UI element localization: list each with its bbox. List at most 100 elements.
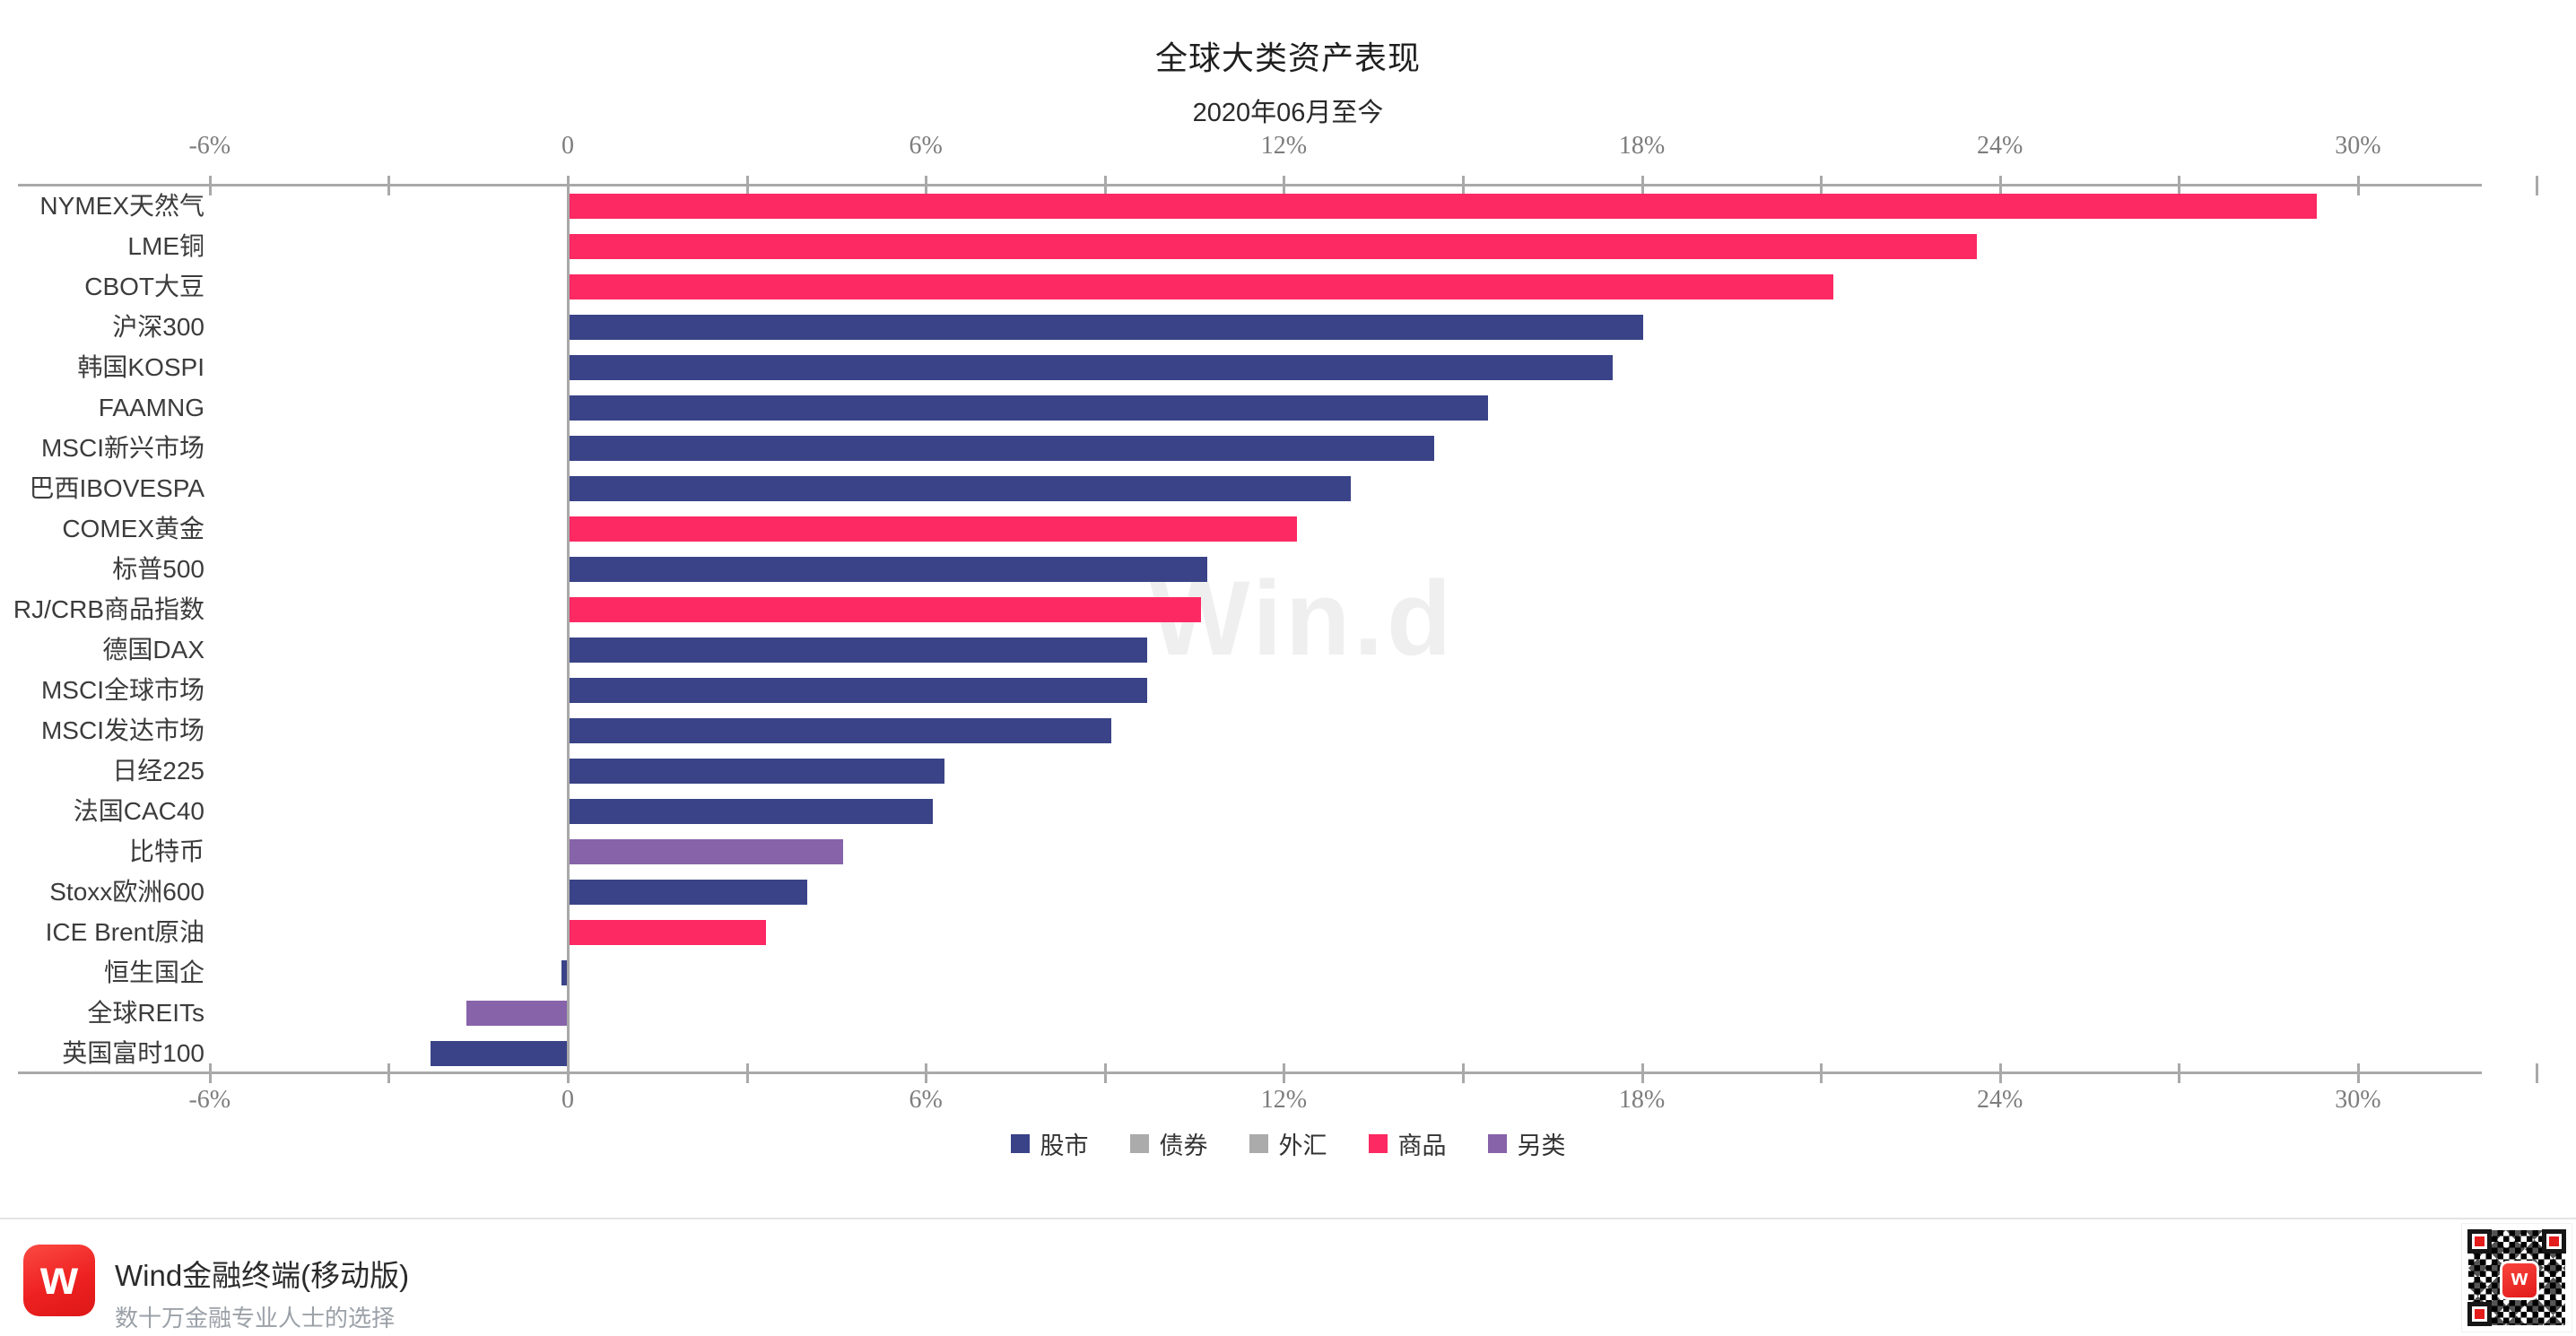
bottom-axis-tick <box>1998 1063 2002 1083</box>
top-axis-tick-label: 30% <box>2335 132 2381 160</box>
wind-logo-letter: w <box>39 1251 78 1305</box>
category-label: 比特币 <box>128 837 205 865</box>
bottom-axis-tick <box>2178 1063 2181 1083</box>
top-axis-tick <box>2356 176 2360 195</box>
category-label: COMEX黄金 <box>62 515 205 542</box>
wind-app-logo: w <box>23 1245 95 1316</box>
bottom-axis-tick <box>1103 1063 1107 1083</box>
bar-14 <box>569 717 1112 743</box>
category-label: 德国DAX <box>102 636 205 664</box>
legend-label: 债券 <box>1159 1132 1208 1159</box>
bottom-axis-line <box>18 1071 2482 1074</box>
top-axis-tick <box>1103 176 1107 195</box>
category-label: 日经225 <box>112 757 205 785</box>
category-label: NYMEX天然气 <box>39 192 205 220</box>
legend-item-商品: 商品 <box>1368 1126 1447 1161</box>
bar-11 <box>569 596 1202 622</box>
legend-swatch <box>1487 1134 1507 1153</box>
bottom-axis-tick <box>925 1063 928 1083</box>
legend-label: 外汇 <box>1278 1132 1327 1159</box>
top-axis-tick-label: 0 <box>561 132 574 160</box>
bottom-axis-tick <box>1640 1063 1644 1083</box>
bar-3 <box>569 273 1834 299</box>
category-label: MSCI新兴市场 <box>40 434 205 462</box>
chart-subtitle: 2020年06月至今 <box>1192 99 1384 127</box>
category-label: RJ/CRB商品指数 <box>13 595 205 623</box>
category-label: FAAMNG <box>98 394 205 421</box>
bar-17 <box>569 838 844 864</box>
category-label: MSCI全球市场 <box>40 676 205 704</box>
category-label: 恒生国企 <box>103 959 205 986</box>
bar-12 <box>569 637 1148 663</box>
bar-5 <box>569 354 1614 380</box>
top-axis-tick <box>1640 176 1644 195</box>
brand-slogan: 数十万金融专业人士的选择 <box>115 1305 396 1332</box>
top-axis-tick <box>208 176 212 195</box>
bottom-axis-tick <box>745 1063 749 1083</box>
bottom-axis-tick-label: 18% <box>1618 1086 1666 1114</box>
bar-19 <box>569 919 766 945</box>
legend-label: 股市 <box>1040 1132 1089 1159</box>
category-label: 全球REITs <box>87 999 205 1027</box>
bottom-axis-tick <box>2536 1063 2539 1083</box>
legend-item-外汇: 外汇 <box>1249 1126 1327 1161</box>
zero-axis-line <box>567 184 570 1074</box>
bar-1 <box>569 193 2318 219</box>
legend-item-股市: 股市 <box>1010 1126 1089 1161</box>
bottom-axis-tick <box>387 1063 391 1083</box>
bar-4 <box>569 314 1643 340</box>
bar-13 <box>569 677 1148 703</box>
chart-legend: 股市 债券 外汇 商品 另类 <box>0 1126 2576 1161</box>
top-axis-tick-label: 18% <box>1618 132 1666 160</box>
bottom-axis-tick-label: 30% <box>2335 1086 2381 1114</box>
top-axis-tick <box>1820 176 1823 195</box>
category-label: 巴西IBOVESPA <box>29 474 205 502</box>
bottom-axis-tick-label: 12% <box>1260 1086 1308 1114</box>
bar-9 <box>569 516 1297 542</box>
top-axis-tick <box>387 176 391 195</box>
legend-label: 商品 <box>1397 1132 1447 1159</box>
bar-21 <box>466 1000 568 1026</box>
category-label: Stoxx欧洲600 <box>49 878 205 906</box>
top-axis-tick <box>1461 176 1465 195</box>
bottom-axis-tick <box>2356 1063 2360 1083</box>
bar-16 <box>569 798 933 824</box>
top-axis-tick-label: 24% <box>1977 132 2023 160</box>
top-axis-tick <box>1998 176 2002 195</box>
category-label: 英国富时100 <box>62 1039 205 1067</box>
qr-finder-top-left <box>2467 1229 2492 1254</box>
bottom-axis-tick <box>208 1063 212 1083</box>
bottom-axis-tick-label: 24% <box>1977 1086 2023 1114</box>
qr-finder-top-right <box>2542 1229 2566 1254</box>
legend-swatch <box>1129 1134 1149 1153</box>
top-axis-tick-label: 12% <box>1260 132 1308 160</box>
legend-swatch <box>1368 1134 1388 1153</box>
bar-15 <box>569 758 945 784</box>
qr-finder-dot <box>2549 1236 2559 1246</box>
category-label: LME铜 <box>127 232 205 260</box>
bar-6 <box>569 395 1488 421</box>
bar-22 <box>430 1040 568 1066</box>
footer-divider <box>0 1218 2576 1219</box>
legend-swatch <box>1249 1134 1268 1153</box>
category-label: 沪深300 <box>112 313 205 341</box>
bar-10 <box>569 556 1207 582</box>
bar-18 <box>569 879 808 905</box>
legend-item-另类: 另类 <box>1487 1126 1566 1161</box>
bottom-axis-tick <box>1461 1063 1465 1083</box>
category-label: 韩国KOSPI <box>77 353 205 381</box>
bottom-axis-tick-label: 6% <box>909 1086 943 1114</box>
brand-title: Wind金融终端(移动版) <box>115 1259 410 1292</box>
chart-title: 全球大类资产表现 <box>1154 39 1421 76</box>
top-axis-tick-label: 6% <box>909 132 943 160</box>
bar-20 <box>561 959 568 985</box>
bar-2 <box>569 233 1978 259</box>
top-axis-line <box>18 184 2482 187</box>
category-label: 法国CAC40 <box>73 797 205 825</box>
legend-label: 另类 <box>1517 1132 1566 1159</box>
bar-7 <box>569 435 1434 461</box>
category-label: MSCI发达市场 <box>40 716 205 744</box>
top-axis-tick <box>2536 176 2539 195</box>
top-axis-tick <box>1283 176 1286 195</box>
